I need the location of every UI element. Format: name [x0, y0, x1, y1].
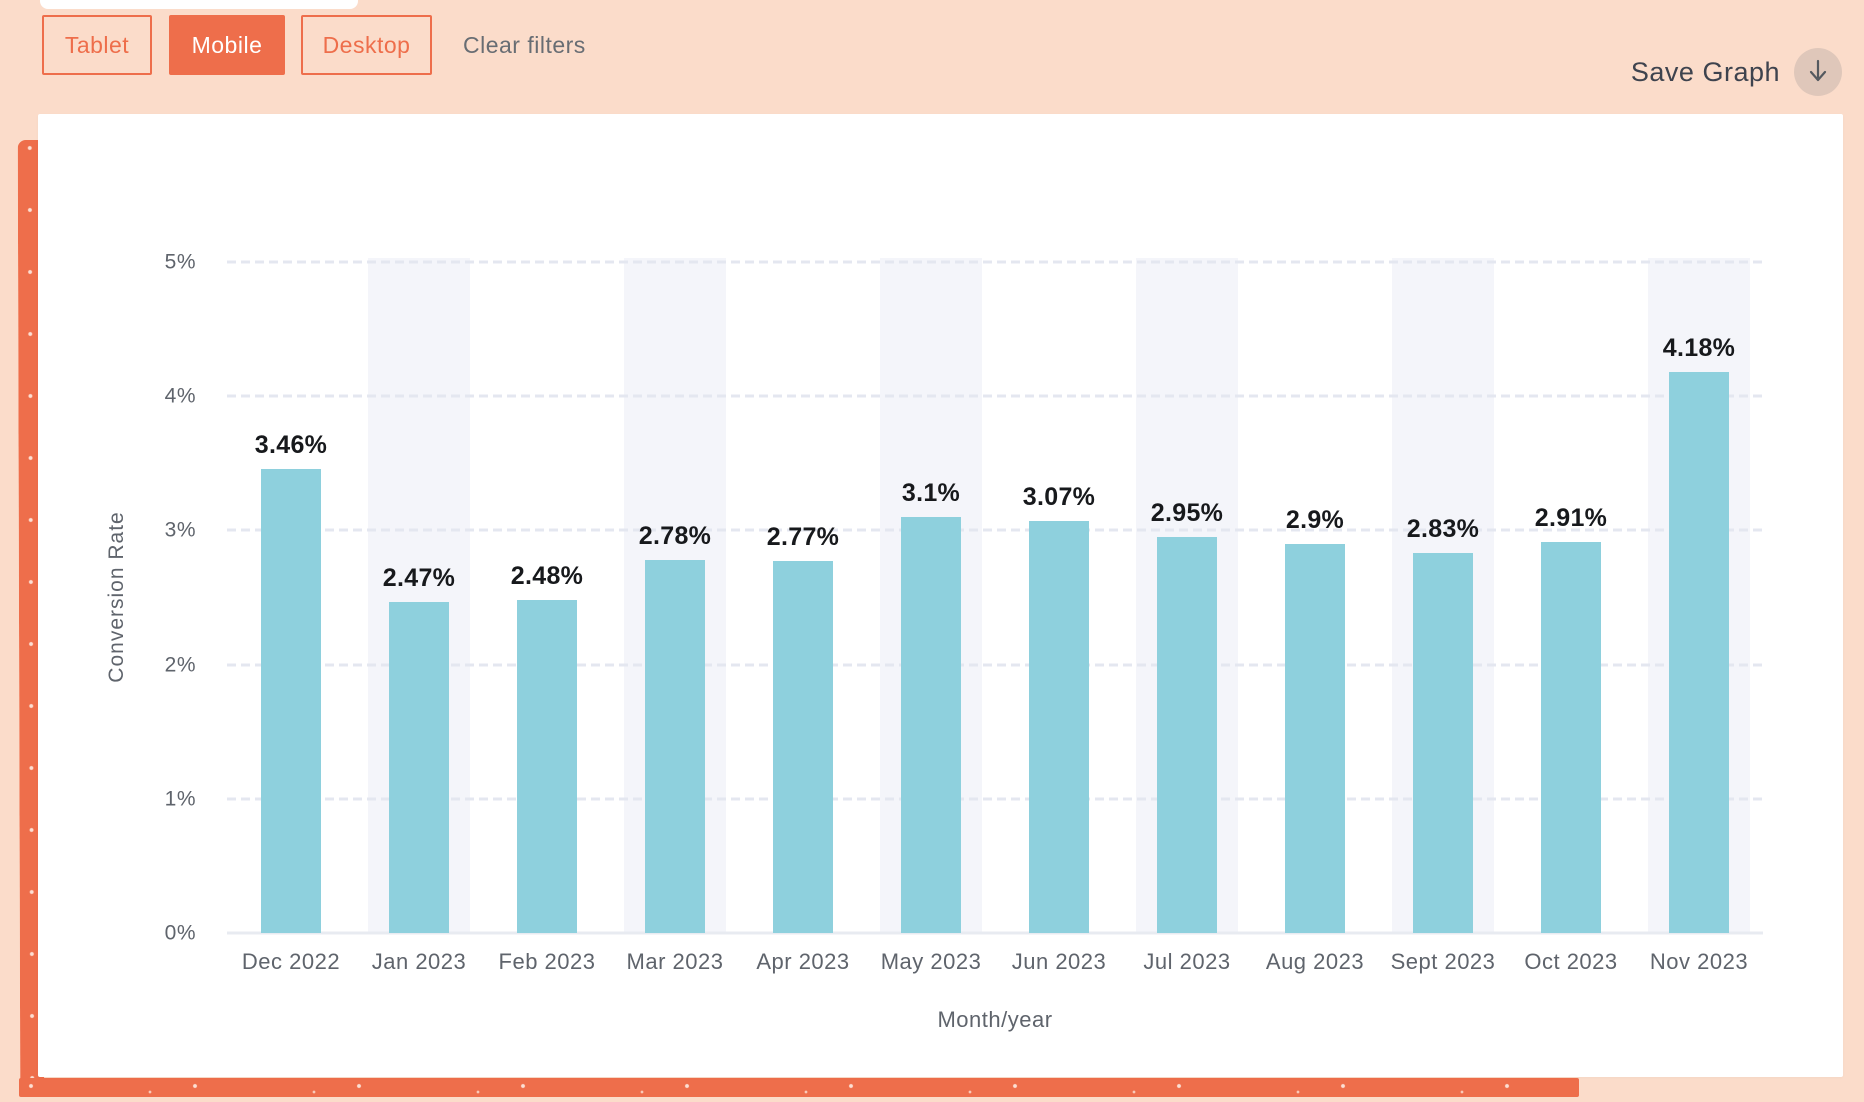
- y-tick-label: 3%: [164, 518, 196, 542]
- chart-card: Conversion Rate 0% 1% 2% 3% 4% 5% 3.46% 2.47% 2…: [38, 114, 1843, 1077]
- chart-column: 3.46%: [227, 262, 355, 933]
- y-tick-label: 4%: [164, 384, 196, 408]
- plot-area: 3.46% 2.47% 2.48% 2.78% 2.77% 3.1% 3.07% 2.95% 2…: [227, 258, 1763, 935]
- bar-sept-2023[interactable]: [1413, 553, 1473, 933]
- save-graph-label: Save Graph: [1630, 57, 1780, 87]
- x-tick-label: Apr 2023: [756, 949, 850, 974]
- x-tick-label: Dec 2022: [241, 949, 341, 974]
- save-graph-button[interactable]: Save Graph: [1631, 48, 1842, 96]
- chart-column: 2.48%: [483, 262, 611, 933]
- decorative-bottom-border: [19, 1078, 1579, 1097]
- bar-value-label: 2.83%: [1406, 515, 1480, 544]
- bar-value-label: 4.18%: [1662, 334, 1736, 363]
- bar-jan-2023[interactable]: [389, 601, 449, 933]
- chart-column: 2.95%: [1123, 258, 1251, 933]
- filter-button-desktop[interactable]: Desktop: [301, 15, 432, 75]
- chart-column: 2.77%: [739, 262, 867, 933]
- bar-mar-2023[interactable]: [645, 559, 705, 933]
- bar-may-2023[interactable]: [901, 516, 961, 933]
- x-axis-line: [227, 931, 1763, 935]
- bar-value-label: 2.78%: [638, 521, 712, 550]
- bar-value-label: 2.95%: [1150, 499, 1224, 528]
- bar-value-label: 2.9%: [1285, 505, 1345, 534]
- bar-apr-2023[interactable]: [773, 561, 833, 933]
- clear-filters-link[interactable]: Clear filters: [463, 32, 586, 58]
- bar-value-label: 2.91%: [1534, 504, 1608, 533]
- bar-oct-2023[interactable]: [1541, 542, 1601, 933]
- y-tick-label: 2%: [164, 653, 196, 677]
- x-tick-label: Mar 2023: [626, 949, 724, 974]
- chart-column: 2.91%: [1507, 262, 1635, 933]
- x-tick-label: Nov 2023: [1649, 949, 1749, 974]
- x-tick-label: May 2023: [880, 949, 982, 974]
- x-tick-label: Jun 2023: [1011, 949, 1107, 974]
- bar-value-label: 3.46%: [254, 430, 328, 459]
- filter-button-mobile[interactable]: Mobile: [169, 15, 285, 75]
- chart-column: 2.47%: [355, 258, 483, 933]
- bar-aug-2023[interactable]: [1285, 543, 1345, 933]
- grid-line: [227, 528, 1763, 532]
- x-tick-label: Jan 2023: [371, 949, 467, 974]
- x-tick-label: Oct 2023: [1524, 949, 1618, 974]
- x-axis-title: Month/year: [937, 1007, 1053, 1032]
- bar-value-label: 3.07%: [1022, 483, 1096, 512]
- bar-jun-2023[interactable]: [1029, 521, 1089, 933]
- x-tick-label: Feb 2023: [498, 949, 596, 974]
- grid-line: [227, 260, 1763, 264]
- y-tick-label: 5%: [164, 250, 196, 274]
- bar-value-label: 3.1%: [901, 478, 961, 507]
- chart-column: 3.07%: [995, 262, 1123, 933]
- x-tick-label: Jul 2023: [1143, 949, 1231, 974]
- filter-button-tablet[interactable]: Tablet: [42, 15, 152, 75]
- bar-value-label: 2.48%: [510, 562, 584, 591]
- bar-feb-2023[interactable]: [517, 600, 577, 933]
- y-tick-label: 1%: [164, 787, 196, 811]
- top-edge-card-remnant: [40, 0, 358, 9]
- grid-line: [227, 797, 1763, 801]
- bar-value-label: 2.47%: [382, 563, 456, 592]
- bar-dec-2022[interactable]: [261, 468, 321, 933]
- chart-column: 3.1%: [867, 258, 995, 933]
- bar-value-label: 2.77%: [766, 523, 840, 552]
- bar-jul-2023[interactable]: [1157, 537, 1217, 933]
- chart-column: 2.83%: [1379, 258, 1507, 933]
- chart-column: 4.18%: [1635, 258, 1763, 933]
- grid-line: [227, 663, 1763, 667]
- y-axis-ticks: 0% 1% 2% 3% 4% 5%: [96, 252, 196, 944]
- chart-column: 2.78%: [611, 258, 739, 933]
- bar-nov-2023[interactable]: [1669, 372, 1729, 933]
- x-tick-label: Sept 2023: [1390, 949, 1496, 974]
- x-tick-label: Aug 2023: [1265, 949, 1365, 974]
- y-tick-label: 0%: [164, 921, 196, 945]
- chart-column: 2.9%: [1251, 262, 1379, 933]
- grid-line: [227, 394, 1763, 398]
- x-axis-ticks: Dec 2022 Jan 2023 Feb 2023 Mar 2023 Apr 2023…: [227, 947, 1763, 977]
- download-icon: [1794, 48, 1842, 96]
